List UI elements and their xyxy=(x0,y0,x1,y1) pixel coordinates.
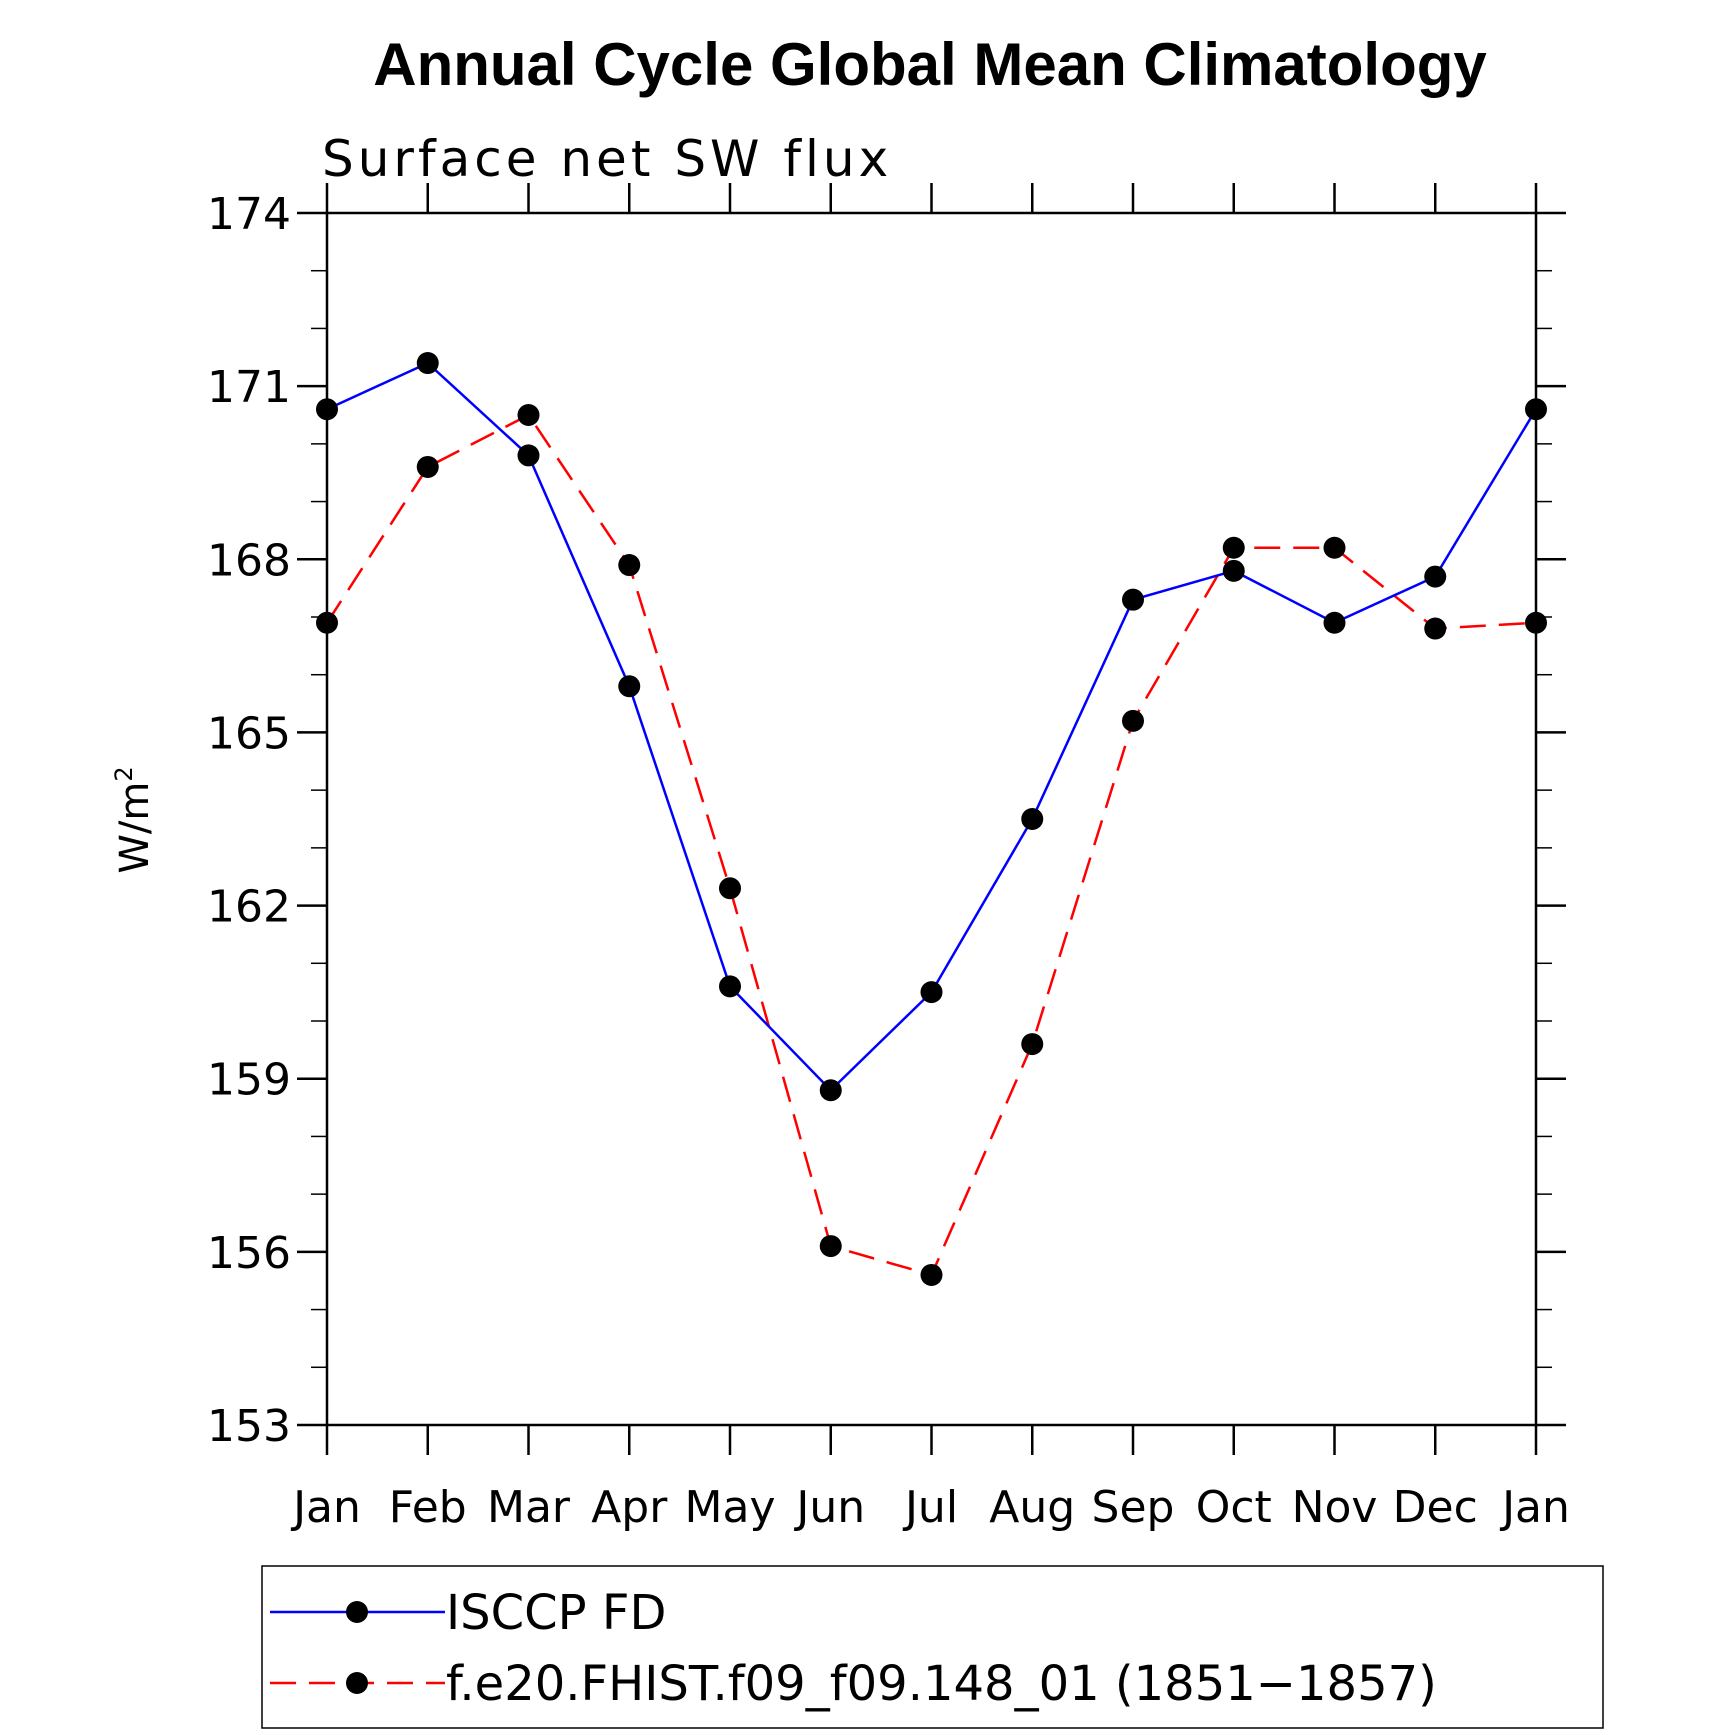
legend-label-0: ISCCP FD xyxy=(446,1585,666,1641)
plot-frame xyxy=(325,211,1538,1427)
x-tick-label: Jul xyxy=(902,1482,958,1533)
series-layer xyxy=(316,352,1547,1286)
series-0-point xyxy=(1323,611,1346,634)
legend: ISCCP FD f.e20.FHIST.f09_f09.148_01 (1851… xyxy=(270,1585,1437,1712)
legend-marker-0 xyxy=(346,1601,368,1623)
series-0-point xyxy=(1424,565,1447,588)
series-1-point xyxy=(316,611,338,634)
y-tick-label: 168 xyxy=(207,535,291,586)
axes: Jan Feb Mar Apr May Jun Jul Aug Sep Oct Nov Dec Jan 1… xyxy=(207,183,1570,1533)
series-1-point xyxy=(1122,709,1144,732)
x-tick-label: Dec xyxy=(1393,1482,1478,1533)
series-1-point xyxy=(1222,536,1245,559)
legend-marker-1 xyxy=(346,1672,368,1694)
series-0-point xyxy=(1222,559,1245,582)
series-0-point xyxy=(819,1079,842,1102)
y-tick-label: 174 xyxy=(207,189,291,240)
series-0-point xyxy=(1122,588,1144,611)
y-axis-label: W/m2 xyxy=(110,766,158,873)
y-tick-label: 165 xyxy=(207,708,291,759)
series-1-point xyxy=(1424,617,1447,640)
series-0-point xyxy=(618,675,641,698)
series-1-point xyxy=(819,1235,842,1258)
y-tick-label: 159 xyxy=(207,1055,291,1106)
y-axis-label-unit: W/m xyxy=(112,782,158,874)
series-1-point xyxy=(719,877,741,900)
x-tick-label: Jun xyxy=(793,1482,865,1533)
series-0-point xyxy=(1021,808,1044,830)
x-tick-label: Jan xyxy=(1499,1482,1570,1533)
x-tick-label: Jan xyxy=(290,1482,361,1533)
y-axis-label-exponent: 2 xyxy=(110,766,138,781)
x-tick-label: Sep xyxy=(1092,1482,1175,1533)
series-0-point xyxy=(920,981,943,1004)
y-tick-label: 162 xyxy=(207,882,291,933)
y-tick-label: 171 xyxy=(207,362,291,413)
x-tick-label: Oct xyxy=(1196,1482,1272,1533)
chart-subtitle: Surface net SW flux xyxy=(322,130,892,188)
series-0-point xyxy=(416,352,439,375)
series-0-point xyxy=(1525,398,1547,421)
x-tick-label: Apr xyxy=(591,1482,668,1533)
x-tick-label: Nov xyxy=(1292,1482,1378,1533)
series-1-point xyxy=(1323,536,1346,559)
series-0-point xyxy=(517,444,540,467)
y-tick-label: 156 xyxy=(207,1228,291,1279)
series-1-point xyxy=(1021,1033,1044,1056)
series-1-point xyxy=(1525,611,1547,634)
y-tick-label: 153 xyxy=(207,1401,291,1452)
x-tick-label: Feb xyxy=(389,1482,467,1533)
series-1-point xyxy=(517,404,540,426)
chart-title: Annual Cycle Global Mean Climatology xyxy=(373,31,1487,98)
legend-box xyxy=(261,1565,1604,1729)
series-line-1 xyxy=(325,413,1537,1277)
series-1-point xyxy=(416,455,439,478)
series-0-point xyxy=(316,398,338,421)
x-tick-label: Mar xyxy=(487,1482,571,1533)
series-1-point xyxy=(920,1263,943,1286)
series-1-point xyxy=(618,554,641,577)
legend-label-1: f.e20.FHIST.f09_f09.148_01 (1851−1857) xyxy=(446,1656,1437,1712)
series-0-point xyxy=(719,975,741,998)
x-tick-label: Aug xyxy=(989,1482,1075,1533)
x-tick-label: May xyxy=(685,1482,776,1533)
